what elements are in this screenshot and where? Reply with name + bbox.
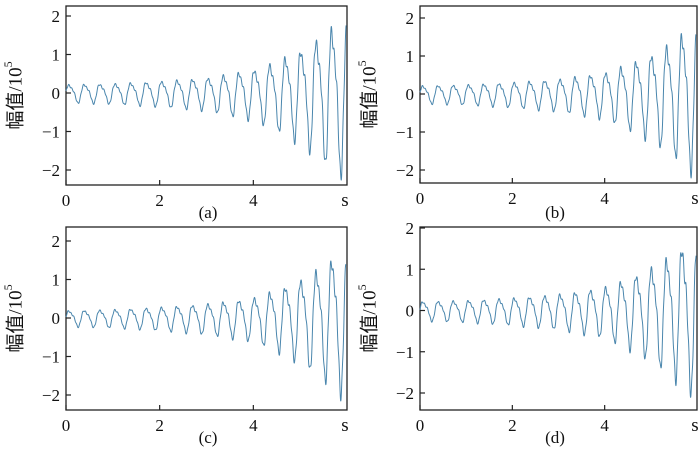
- panel-label: (d): [545, 428, 565, 447]
- x-tick-label: 0: [416, 416, 425, 435]
- y-tick-label: −2: [396, 384, 414, 403]
- y-tick-label: 1: [52, 46, 61, 65]
- y-tick-label: −1: [42, 348, 60, 367]
- y-tick-label: −1: [42, 123, 60, 142]
- x-tick-label: 2: [508, 416, 517, 435]
- y-tick-label: 0: [52, 309, 61, 328]
- panel-label: (b): [545, 203, 565, 222]
- plot-frame: [419, 226, 698, 411]
- panel-label: (c): [199, 428, 218, 447]
- y-tick-label: 0: [406, 85, 415, 104]
- y-axis-label: 幅值/105: [1, 61, 27, 129]
- plot-frame: [419, 5, 698, 184]
- x-tick-label: 0: [62, 416, 71, 435]
- x-tick-label: 4: [249, 191, 258, 210]
- y-tick-label: −1: [396, 123, 414, 142]
- subplot-b: −2 −1 0 1 2 0 2 4 s (b) 幅值/105: [355, 5, 699, 222]
- subplot-c: −2 −1 0 1 2 0 2 4 s (c) 幅值/105: [1, 226, 349, 447]
- signal-line: [65, 25, 347, 181]
- y-axis-label-exponent: 5: [1, 284, 15, 290]
- x-axis-unit: s: [691, 415, 698, 436]
- x-tick-label: 2: [155, 416, 164, 435]
- y-axis-label: 幅值/105: [355, 284, 381, 352]
- x-tick-label: 0: [416, 189, 425, 208]
- y-axis-label-exponent: 5: [355, 60, 369, 66]
- y-tick-label: −2: [396, 161, 414, 180]
- x-tick-label: 4: [600, 416, 609, 435]
- y-tick-label: 0: [52, 84, 61, 103]
- x-axis-unit: s: [341, 415, 348, 436]
- x-tick-label: 4: [600, 189, 609, 208]
- signal-line: [419, 32, 697, 179]
- y-tick-label: 1: [406, 47, 415, 66]
- plot-frame: [65, 5, 348, 186]
- signal-line: [65, 260, 347, 402]
- subplot-a: −2 −1 0 1 2 0 2 4 s (a) 幅值/105: [1, 5, 349, 222]
- y-tick-label: 1: [406, 260, 415, 279]
- x-tick-label: 4: [249, 416, 258, 435]
- y-tick-label: 2: [52, 7, 61, 26]
- signal-line: [419, 252, 697, 398]
- x-axis-unit: s: [341, 190, 348, 211]
- subplot-d: −2 −1 0 1 2 0 2 4 s (d) 幅值/105: [355, 219, 699, 447]
- x-axis-unit: s: [691, 188, 698, 209]
- x-tick-label: 2: [508, 189, 517, 208]
- y-tick-label: 2: [52, 232, 61, 251]
- y-axis-label-exponent: 5: [1, 61, 15, 67]
- y-tick-label: 2: [406, 9, 415, 28]
- y-tick-label: 2: [406, 219, 415, 238]
- y-axis-label: 幅值/105: [1, 284, 27, 352]
- y-tick-label: −2: [42, 386, 60, 405]
- y-axis-label-exponent: 5: [355, 284, 369, 290]
- y-tick-label: 1: [52, 271, 61, 290]
- panel-label: (a): [199, 203, 218, 222]
- y-axis-label: 幅值/105: [355, 60, 381, 128]
- x-tick-label: 2: [155, 191, 164, 210]
- y-tick-label: −2: [42, 161, 60, 180]
- y-tick-label: −1: [396, 343, 414, 362]
- y-tick-label: 0: [406, 302, 415, 321]
- plot-frame: [65, 226, 348, 411]
- x-tick-label: 0: [62, 191, 71, 210]
